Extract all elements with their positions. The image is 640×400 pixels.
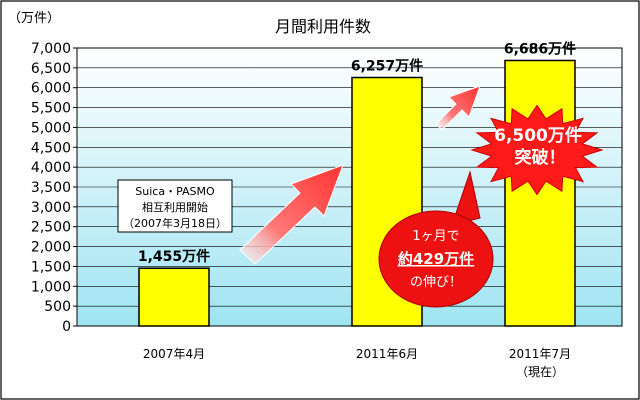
burst-callout: 6,500万件 突破！ bbox=[470, 104, 604, 196]
bar-data-labels: 1,455万件 6,257万件 6,686万件 bbox=[138, 40, 576, 265]
bars bbox=[138, 59, 576, 327]
x-tick-label-sub: （現在） bbox=[516, 365, 564, 379]
note-line-2: 相互利用開始 bbox=[142, 200, 208, 214]
y-tick-label: 1,500 bbox=[31, 259, 71, 275]
bar bbox=[504, 59, 576, 327]
growth-callout: 1ヶ月で 約429万件 の伸び！ bbox=[378, 170, 494, 308]
y-tick-label: 5,000 bbox=[31, 120, 71, 136]
y-tick-label: 6,500 bbox=[31, 61, 71, 77]
y-tick-label: 0 bbox=[62, 319, 71, 335]
growth-line-3: の伸び！ bbox=[410, 275, 462, 290]
growth-line-2: 約429万件 bbox=[398, 250, 474, 268]
growth-arrow-large bbox=[239, 164, 344, 265]
y-tick-label: 4,000 bbox=[31, 160, 71, 176]
bar-value-label: 1,455万件 bbox=[138, 248, 210, 265]
y-axis-ticks: 0 500 1,000 1,500 2,000 2,500 3,000 3,500 4,000 4… bbox=[31, 41, 77, 335]
x-tick-label: 2011年7月 bbox=[509, 347, 571, 361]
growth-arrow-small bbox=[435, 85, 481, 131]
y-tick-label: 2,500 bbox=[31, 220, 71, 236]
burst-line-1: 6,500万件 bbox=[494, 125, 582, 146]
y-tick-label: 1,000 bbox=[31, 279, 71, 295]
bar bbox=[138, 267, 210, 327]
y-tick-label: 3,000 bbox=[31, 200, 71, 216]
y-unit-label: （万件） bbox=[8, 11, 60, 26]
y-tick-label: 5,500 bbox=[31, 101, 71, 117]
x-tick-label: 2011年6月 bbox=[356, 347, 418, 361]
y-tick-label: 500 bbox=[44, 299, 71, 315]
note-line-1: Suica・PASMO bbox=[135, 185, 215, 198]
burst-line-2: 突破！ bbox=[515, 147, 566, 168]
note-line-3: （2007年3月18日） bbox=[123, 216, 227, 230]
bar-value-label: 6,257万件 bbox=[351, 58, 423, 75]
y-tick-label: 6,000 bbox=[31, 81, 71, 97]
y-tick-label: 2,000 bbox=[31, 240, 71, 256]
y-tick-label: 4,500 bbox=[31, 140, 71, 156]
growth-line-1: 1ヶ月で bbox=[412, 229, 459, 244]
bar-value-label: 6,686万件 bbox=[504, 40, 576, 57]
y-tick-label: 3,500 bbox=[31, 180, 71, 196]
x-tick-label: 2007年4月 bbox=[143, 347, 205, 361]
chart-title: 月間利用件数 bbox=[275, 17, 371, 36]
x-axis-labels: 2007年4月 2011年6月 2011年7月 （現在） bbox=[143, 347, 571, 379]
note-box: Suica・PASMO 相互利用開始 （2007年3月18日） bbox=[117, 179, 233, 233]
y-tick-label: 7,000 bbox=[31, 41, 71, 57]
